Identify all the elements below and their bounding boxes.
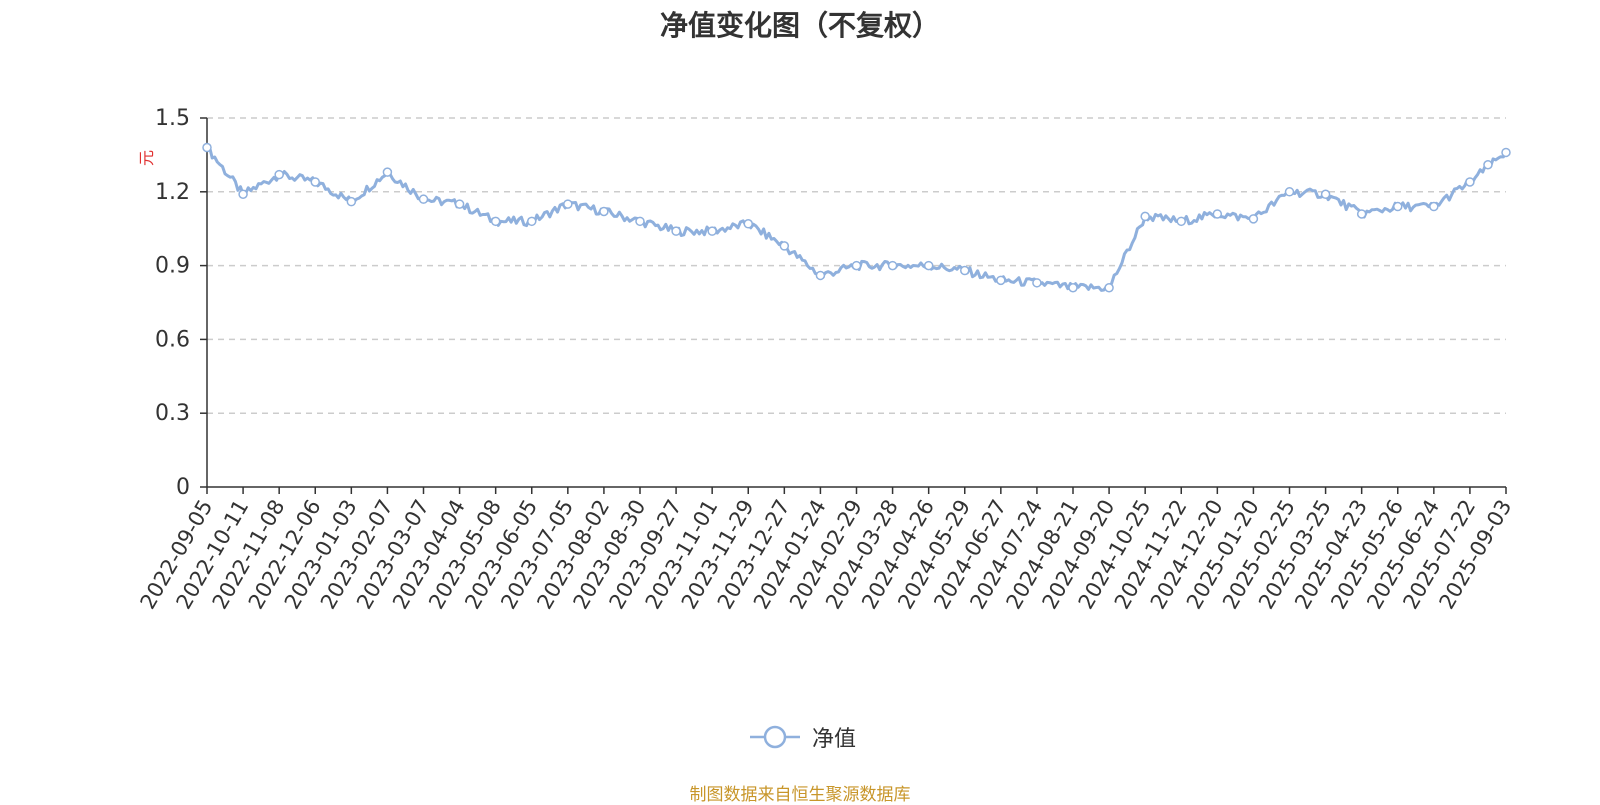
y-tick-label: 0.9 <box>155 254 190 279</box>
x-tick-labels: 2022-09-052022-10-112022-11-082022-12-06… <box>136 496 1517 614</box>
data-point-marker <box>1068 282 1078 293</box>
data-point-marker <box>1284 187 1295 197</box>
data-point-marker <box>635 216 645 227</box>
data-point-marker <box>707 226 717 236</box>
data-point-marker <box>1356 209 1367 219</box>
data-point-marker <box>815 270 826 281</box>
y-tick-label: 1.5 <box>155 106 190 131</box>
data-point-marker <box>1248 214 1259 224</box>
y-tick-label: 0.3 <box>155 401 190 426</box>
chart-title: 净值变化图（不复权） <box>659 9 940 42</box>
data-point-marker <box>527 216 537 227</box>
data-point-marker <box>671 226 681 236</box>
data-point-marker <box>1140 211 1150 222</box>
data-point-marker <box>1501 147 1511 158</box>
data-point-marker <box>1104 282 1114 293</box>
series-markers <box>202 142 1511 293</box>
legend[interactable]: 净值 <box>750 722 856 752</box>
data-point-marker <box>743 219 753 229</box>
data-point-marker <box>1032 278 1042 288</box>
data-point-marker <box>346 196 357 207</box>
data-point-marker <box>563 199 573 209</box>
data-point-marker <box>490 216 501 227</box>
data-point-marker <box>1393 201 1403 212</box>
data-point-marker <box>1465 177 1475 187</box>
data-point-marker <box>851 260 862 271</box>
data-point-marker <box>1212 209 1223 219</box>
data-point-marker <box>382 167 393 177</box>
data-point-marker <box>274 169 284 180</box>
data-point-marker <box>887 260 898 271</box>
y-tick-labels: 0 0.3 0.6 0.9 1.2 1.5 <box>155 106 190 500</box>
circle-line-icon <box>750 725 800 749</box>
data-point-marker <box>1176 216 1186 227</box>
data-point-marker <box>310 177 320 187</box>
y-tick-label: 0 <box>176 475 190 500</box>
data-point-marker <box>599 206 609 217</box>
data-point-marker <box>418 194 429 204</box>
data-point-marker <box>238 189 248 200</box>
data-point-marker <box>1429 201 1439 212</box>
data-point-marker <box>1320 189 1331 200</box>
axes <box>200 117 1507 494</box>
data-point-marker <box>1483 159 1493 170</box>
y-tick-label: 1.2 <box>155 180 190 205</box>
data-point-marker <box>779 241 790 251</box>
y-axis-unit-label: 元 <box>137 150 156 166</box>
data-point-marker <box>923 260 934 271</box>
data-point-marker <box>960 265 970 276</box>
data-point-marker <box>202 142 212 153</box>
data-point-marker <box>996 275 1006 286</box>
source-note: 制图数据来自恒生聚源数据库 <box>689 785 911 805</box>
data-point-marker <box>454 199 465 209</box>
legend-label: 净值 <box>812 727 857 752</box>
y-tick-label: 0.6 <box>155 327 190 352</box>
